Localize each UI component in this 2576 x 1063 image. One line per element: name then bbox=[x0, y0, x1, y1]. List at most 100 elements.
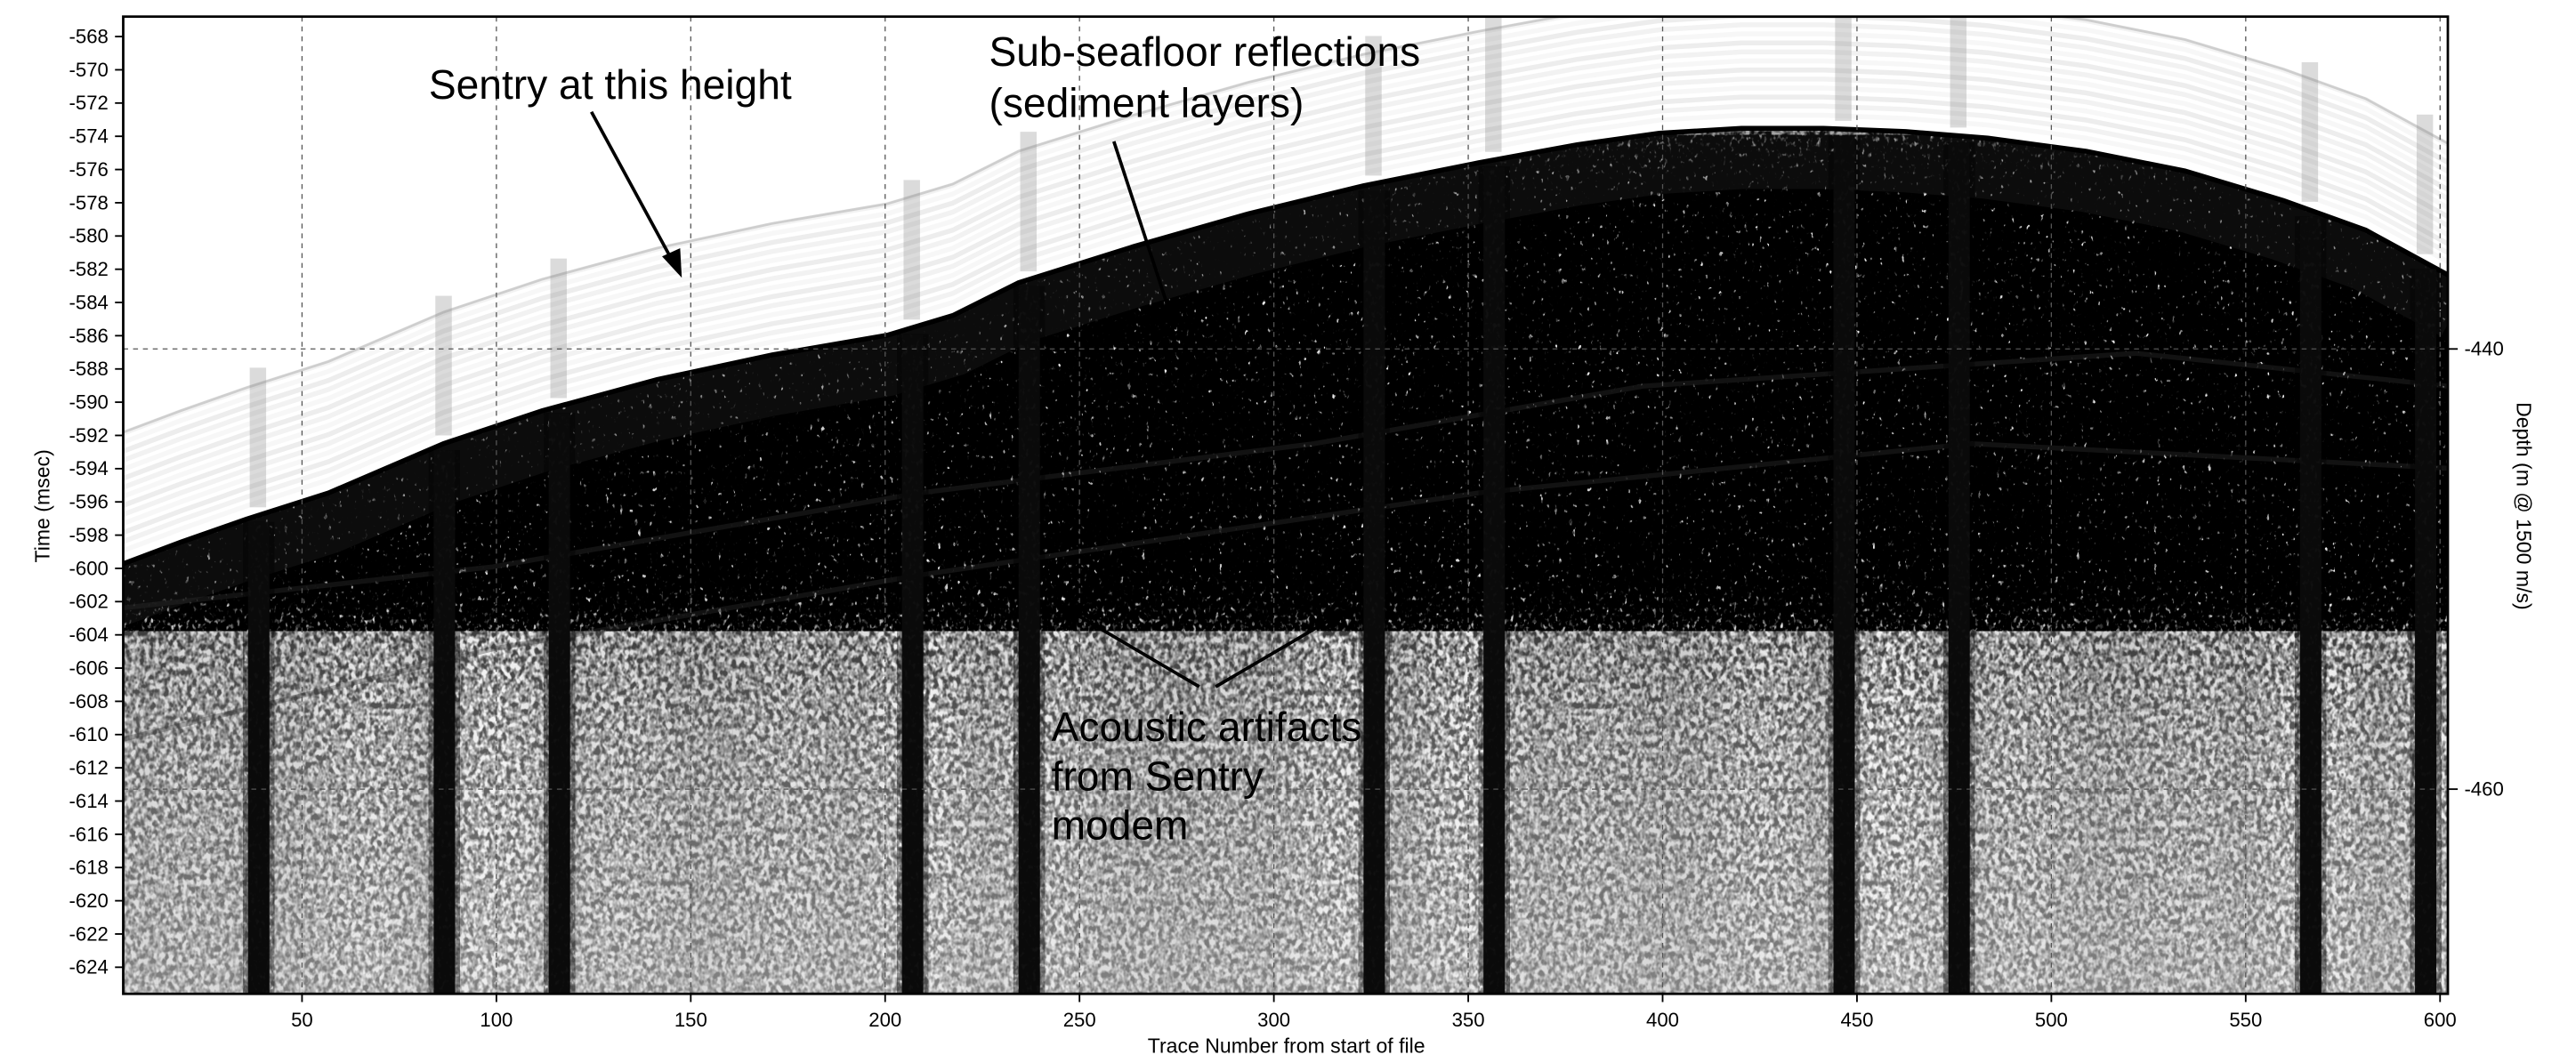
water-band bbox=[123, 22, 2448, 463]
y-tick-label: -612 bbox=[69, 757, 109, 779]
x-tick-label: 350 bbox=[1452, 1009, 1485, 1031]
artifact-edge bbox=[544, 413, 576, 995]
annotation-line: (sediment layers) bbox=[989, 79, 1304, 125]
y-tick-label: -598 bbox=[69, 524, 109, 546]
y-tick-label: -584 bbox=[69, 291, 109, 313]
depth-fade bbox=[123, 410, 2448, 995]
y-tick-label: -604 bbox=[69, 624, 109, 646]
artifact-edge bbox=[428, 450, 460, 995]
x-tick-label: 600 bbox=[2424, 1009, 2457, 1031]
y-tick-label: -596 bbox=[69, 491, 109, 513]
water-band bbox=[123, 77, 2448, 518]
water-band bbox=[123, 103, 2448, 544]
annotation: Sentry at this height bbox=[429, 61, 792, 108]
water-band bbox=[123, 16, 2448, 455]
arrow bbox=[1112, 141, 1172, 313]
artifact-edge bbox=[1013, 286, 1046, 995]
artifact-ghost bbox=[903, 180, 920, 320]
y-tick-label: -574 bbox=[69, 125, 109, 148]
sediment bbox=[123, 128, 2448, 995]
artifact-ghost bbox=[1020, 132, 1038, 272]
water-band bbox=[123, 49, 2448, 490]
reflector bbox=[123, 350, 2448, 611]
y-tick-label: -618 bbox=[69, 857, 109, 879]
x-tick-label: 250 bbox=[1063, 1009, 1096, 1031]
annotation-line: modem bbox=[1052, 802, 1189, 849]
y-tick-label: -600 bbox=[69, 557, 109, 579]
artifact-ghost bbox=[550, 258, 567, 399]
annotation-line: Acoustic artifacts bbox=[1052, 704, 1362, 750]
arrowhead bbox=[1322, 609, 1349, 632]
x-tick-label: 450 bbox=[1840, 1009, 1873, 1031]
artifact-edge bbox=[2410, 269, 2442, 995]
y-tick-label: -580 bbox=[69, 225, 109, 247]
y-tick-label: -608 bbox=[69, 690, 109, 713]
y2-axis-label: Depth (m @ 1500 m/s) bbox=[2513, 402, 2536, 610]
y-tick-label: -568 bbox=[69, 25, 109, 47]
y2-tick-label: -440 bbox=[2464, 338, 2503, 360]
y-axis-label: Time (msec) bbox=[30, 449, 53, 562]
x-tick-label: 500 bbox=[2035, 1009, 2068, 1031]
artifact-edge bbox=[2295, 216, 2327, 995]
water-band bbox=[123, 40, 2448, 481]
x-tick-label: 300 bbox=[1257, 1009, 1290, 1031]
x-tick-label: 100 bbox=[480, 1009, 513, 1031]
arrowhead bbox=[1158, 303, 1178, 331]
y-tick-label: -594 bbox=[69, 457, 109, 479]
grid bbox=[123, 16, 2448, 995]
annotation: Sub-seafloor reflections (sediment layer… bbox=[989, 28, 1432, 125]
artifact-edge bbox=[1943, 142, 1975, 995]
x-axis-label: Trace Number from start of file bbox=[1148, 1035, 1425, 1058]
y-tick-label: -602 bbox=[69, 591, 109, 613]
y-tick-label: -592 bbox=[69, 424, 109, 447]
artifact-ghost bbox=[1485, 16, 1502, 152]
y-tick-label: -586 bbox=[69, 325, 109, 347]
artifact-ghost bbox=[2301, 61, 2319, 202]
artifact-edge bbox=[1478, 166, 1510, 995]
x-tick-label: 200 bbox=[868, 1009, 901, 1031]
y-tick-label: -616 bbox=[69, 823, 109, 845]
arrowhead bbox=[1058, 604, 1086, 624]
y-tick-label: -582 bbox=[69, 258, 109, 280]
y-tick-label: -590 bbox=[69, 391, 109, 414]
y-tick-label: -610 bbox=[69, 723, 109, 745]
seafloor-band bbox=[123, 128, 2448, 581]
x-tick-label: 400 bbox=[1646, 1009, 1679, 1031]
y-tick-label: -614 bbox=[69, 790, 109, 812]
y-tick-label: -572 bbox=[69, 92, 109, 114]
y-tick-label: -620 bbox=[69, 890, 109, 912]
y-tick-label: -606 bbox=[69, 656, 109, 679]
profile-image bbox=[123, 16, 2448, 995]
artifact-edge bbox=[897, 334, 929, 995]
annotation-line: Sentry at this height bbox=[429, 61, 792, 108]
y-tick-label: -578 bbox=[69, 191, 109, 213]
artifact-edge bbox=[1828, 135, 1861, 995]
y-tick-label: -576 bbox=[69, 158, 109, 181]
artifact-edge bbox=[243, 521, 275, 995]
y-tick-label: -622 bbox=[69, 922, 109, 945]
artifact-edge bbox=[1358, 190, 1390, 995]
artifact-ghost bbox=[1950, 16, 1967, 128]
arrow bbox=[1075, 613, 1200, 689]
water-band bbox=[123, 67, 2448, 509]
annotation-line: from Sentry bbox=[1052, 753, 1264, 799]
arrow bbox=[590, 110, 675, 264]
x-tick-label: 550 bbox=[2229, 1009, 2262, 1031]
artifact-ghost bbox=[2416, 114, 2434, 254]
annotation: Acoustic artifacts from Sentry modem bbox=[1052, 704, 1374, 849]
water-band bbox=[123, 94, 2448, 536]
artifact-ghost bbox=[1835, 16, 1852, 121]
artifact-ghost bbox=[1365, 36, 1382, 176]
plot-frame bbox=[122, 15, 2450, 995]
seafloor bbox=[123, 125, 2448, 567]
y-tick-label: -588 bbox=[69, 358, 109, 380]
y-tick-label: -570 bbox=[69, 59, 109, 81]
y2-tick-label: -460 bbox=[2464, 778, 2503, 801]
artifact-ghost bbox=[249, 367, 267, 508]
x-tick-label: 150 bbox=[674, 1009, 707, 1031]
artifact-ghost bbox=[435, 295, 452, 436]
y-tick-label: -624 bbox=[69, 956, 109, 978]
arrow bbox=[1215, 617, 1332, 689]
